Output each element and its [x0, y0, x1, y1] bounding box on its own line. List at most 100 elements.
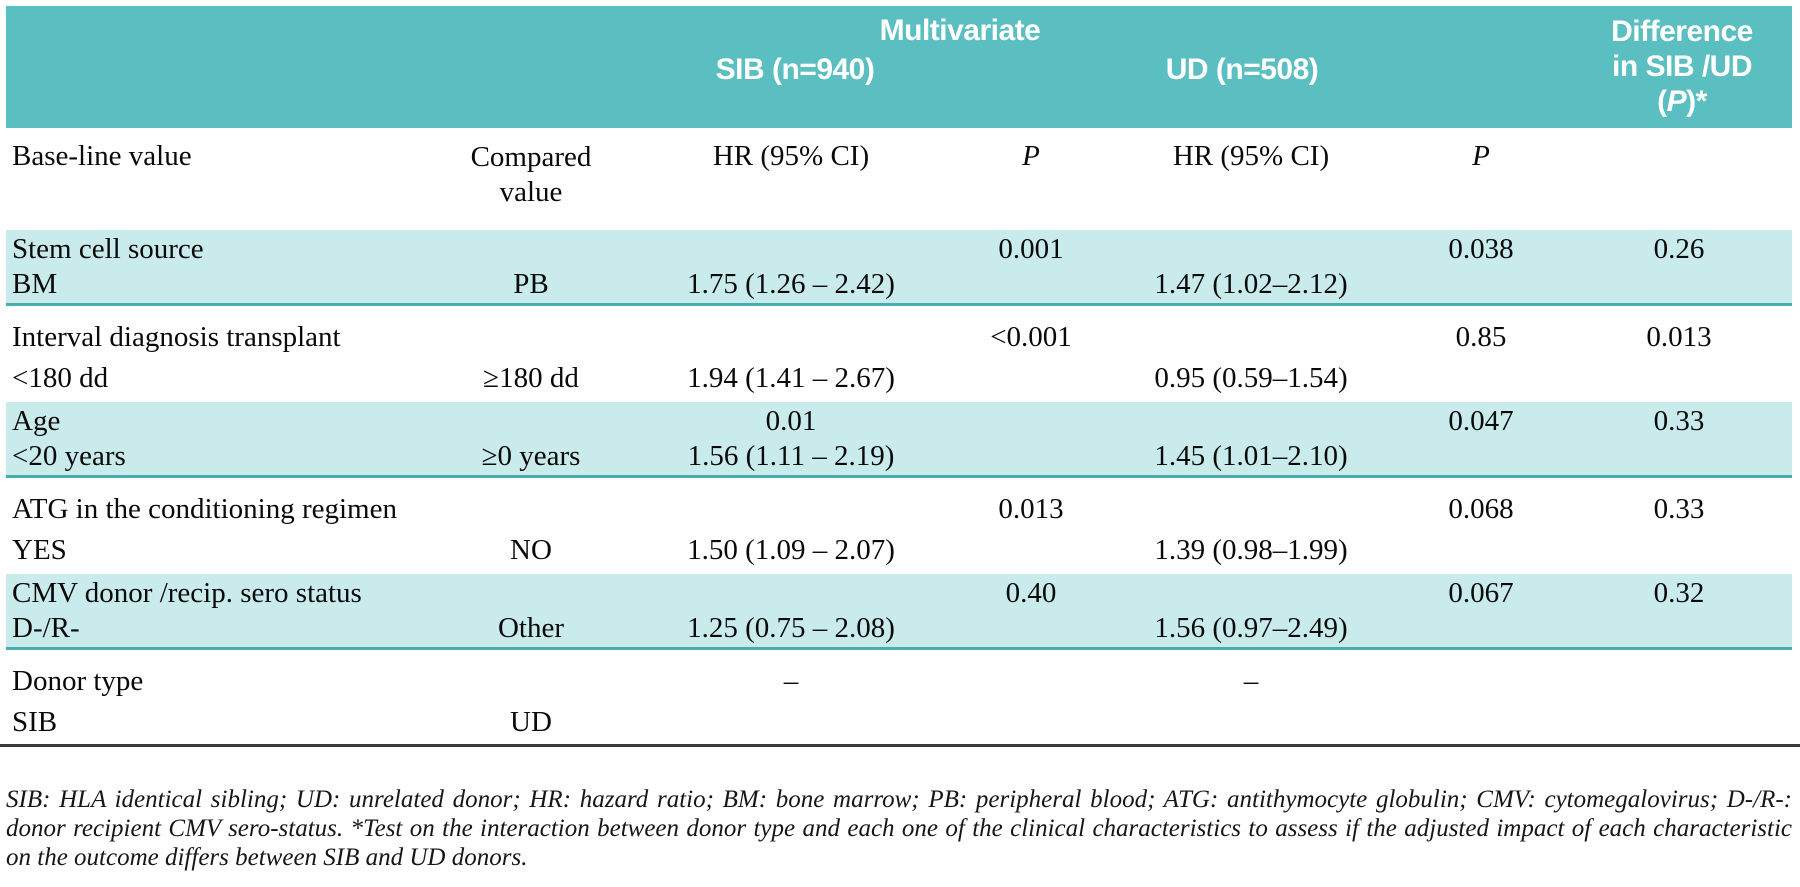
table-body: Stem cell source 0.001 0.038 0.26 BM PB 1.75 (… [6, 230, 1792, 746]
hr-sib-cell [626, 576, 956, 611]
baseline-cell: SIB [12, 706, 58, 738]
compared-cell [436, 492, 626, 533]
table-bottom-rule [0, 744, 1800, 747]
p-ud-cell [1396, 267, 1566, 302]
compared-cell: ≥180 dd [483, 362, 579, 394]
column-header-p-sib: P [1022, 140, 1040, 172]
compared-cell [436, 320, 626, 361]
difference-title-line1: Difference [1611, 15, 1753, 48]
table-row-group: Donor type – – SIB UD [6, 650, 1792, 746]
p-ud-cell: 0.038 [1448, 233, 1514, 265]
diff-cell: 0.33 [1653, 493, 1705, 525]
table-footnote: SIB: HLA identical sibling; UD: unrelate… [6, 786, 1792, 871]
row-line2: SIB UD [6, 705, 1792, 746]
hr-sib-cell [626, 232, 956, 267]
row-line2: <20 years ≥0 years 1.56 (1.11 – 2.19) 1.45 … [6, 439, 1792, 474]
hr-sib-cell: 1.56 (1.11 – 2.19) [687, 440, 895, 472]
p-sib-cell [956, 439, 1106, 474]
diff-cell [1566, 664, 1792, 705]
compared-cell [436, 576, 626, 611]
column-header-hr-ud: HR (95% CI) [1172, 140, 1330, 172]
row-line2: BM PB 1.75 (1.26 – 2.42) 1.47 (1.02–2.12) [6, 267, 1792, 302]
table-header-banner: Multivariate SIB (n=940) UD (n=508) Diff… [6, 6, 1792, 128]
hr-ud-cell: 1.45 (1.01–2.10) [1154, 440, 1348, 472]
p-ud-cell: 0.047 [1448, 405, 1514, 437]
table-row-group: CMV donor /recip. sero status 0.40 0.067 0.… [6, 574, 1792, 650]
row-line1: Stem cell source 0.001 0.038 0.26 [6, 232, 1792, 267]
row-line1: Interval diagnosis transplant <0.001 0.85 0… [6, 320, 1792, 361]
row-line1: Age 0.01 0.047 0.33 [6, 404, 1792, 439]
row-line2: <180 dd ≥180 dd 1.94 (1.41 – 2.67) 0.95 (0.… [6, 361, 1792, 402]
baseline-cell: CMV donor /recip. sero status [12, 577, 362, 609]
p-sib-cell: 0.013 [998, 493, 1064, 525]
hr-ud-cell: 1.56 (0.97–2.49) [1154, 612, 1348, 644]
column-header-p-ud: P [1472, 140, 1490, 172]
hr-ud-cell [1106, 492, 1396, 533]
hr-sib-cell: 1.94 (1.41 – 2.67) [687, 362, 895, 394]
multivariate-group-title: Multivariate [879, 14, 1041, 47]
p-sib-cell [956, 267, 1106, 302]
hr-sib-cell [626, 705, 956, 746]
hr-ud-cell: 1.47 (1.02–2.12) [1154, 268, 1348, 300]
diff-cell [1566, 267, 1792, 302]
difference-column-title: Difference in SIB /UD (P)* [1552, 14, 1800, 119]
table-row-group: Stem cell source 0.001 0.038 0.26 BM PB 1.75 (… [6, 230, 1792, 306]
baseline-cell: BM [12, 268, 58, 300]
column-header-row: Base-line value Compared value HR (95% C… [6, 128, 1792, 230]
diff-cell [1566, 533, 1792, 574]
baseline-cell: D-/R- [12, 612, 80, 644]
p-sib-cell [956, 533, 1106, 574]
p-ud-cell [1396, 439, 1566, 474]
hr-ud-cell [1106, 232, 1396, 267]
column-header-baseline: Base-line value [12, 140, 192, 172]
compared-cell: Other [497, 612, 565, 644]
hr-sib-cell: – [783, 665, 799, 697]
baseline-cell: ATG in the conditioning regimen [12, 493, 397, 525]
hr-sib-cell [626, 492, 956, 533]
diff-cell: 0.32 [1653, 577, 1705, 609]
p-sib-cell: 0.001 [998, 233, 1064, 265]
table-row-group: Interval diagnosis transplant <0.001 0.85 0… [6, 306, 1792, 402]
baseline-cell: Stem cell source [12, 233, 204, 265]
row-line2: D-/R- Other 1.25 (0.75 – 2.08) 1.56 (0.97–2… [6, 611, 1792, 646]
row-line1: Donor type – – [6, 664, 1792, 705]
p-sib-cell [956, 705, 1106, 746]
hr-ud-cell: 1.39 (0.98–1.99) [1154, 534, 1348, 566]
baseline-cell: Age [12, 405, 61, 437]
p-ud-cell: 0.067 [1448, 577, 1514, 609]
compared-cell: PB [513, 268, 549, 300]
difference-title-line2: in SIB /UD [1611, 50, 1753, 83]
hr-sib-cell: 1.25 (0.75 – 2.08) [687, 612, 895, 644]
diff-cell: 0.33 [1653, 405, 1705, 437]
p-ud-cell [1396, 664, 1566, 705]
baseline-cell: <20 years [12, 440, 126, 472]
p-sib-cell [956, 664, 1106, 705]
diff-cell [1566, 705, 1792, 746]
diff-cell: 0.013 [1646, 321, 1712, 353]
compared-cell: ≥0 years [481, 440, 581, 472]
p-ud-cell: 0.068 [1448, 493, 1514, 525]
diff-cell [1566, 361, 1792, 402]
baseline-cell: <180 dd [12, 362, 109, 394]
compared-cell: UD [510, 706, 552, 738]
p-ud-cell [1396, 361, 1566, 402]
diff-cell [1566, 439, 1792, 474]
hr-sib-cell: 0.01 [765, 405, 817, 437]
baseline-cell: Donor type [12, 665, 144, 697]
row-line2: YES NO 1.50 (1.09 – 2.07) 1.39 (0.98–1.99) [6, 533, 1792, 574]
p-ud-cell [1396, 705, 1566, 746]
hr-ud-cell [1106, 705, 1396, 746]
hr-ud-cell: – [1243, 665, 1259, 697]
p-sib-cell: <0.001 [990, 321, 1072, 353]
p-sib-cell [956, 404, 1106, 439]
hr-ud-cell [1106, 576, 1396, 611]
diff-cell [1566, 611, 1792, 646]
hr-sib-cell [626, 320, 956, 361]
difference-title-line3: (P)* [1657, 85, 1707, 118]
column-header-diff-spacer [1566, 140, 1792, 210]
sib-column-group-title: SIB (n=940) [715, 53, 875, 86]
hr-sib-cell: 1.75 (1.26 – 2.42) [687, 268, 895, 300]
hr-ud-cell [1106, 320, 1396, 361]
hr-ud-cell: 0.95 (0.59–1.54) [1154, 362, 1348, 394]
